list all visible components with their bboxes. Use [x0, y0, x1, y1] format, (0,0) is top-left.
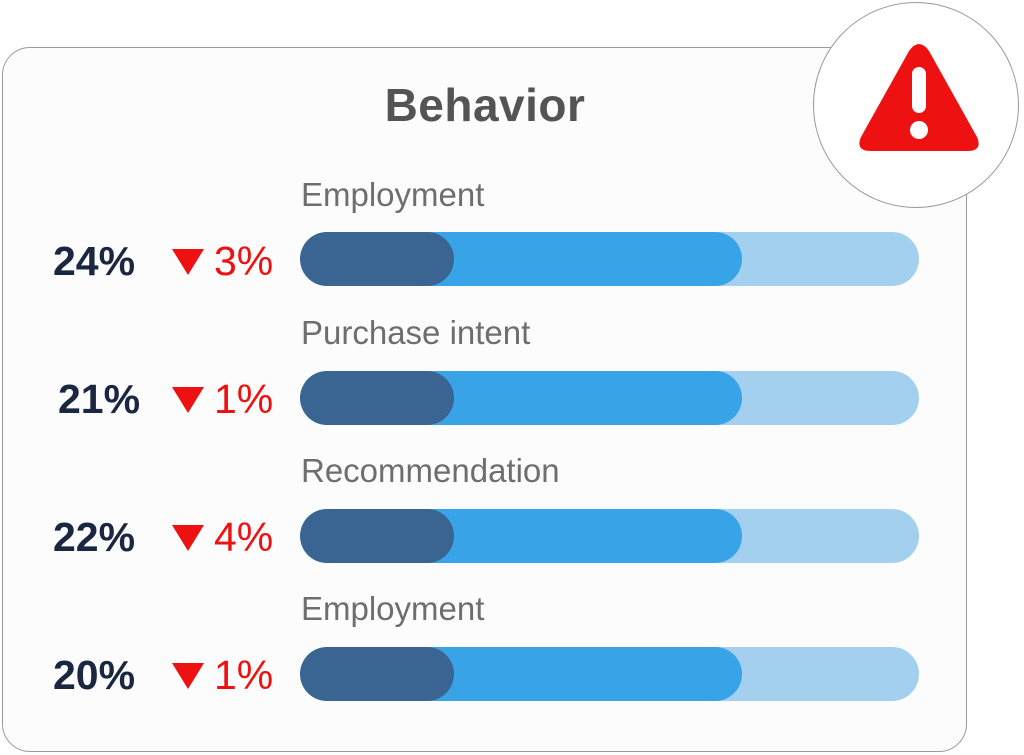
progress-bar-dark-segment: [300, 647, 454, 701]
row-value: 21%: [58, 376, 141, 422]
row-value: 24%: [53, 238, 136, 284]
row-delta: 4%: [172, 514, 273, 561]
progress-bar: [300, 509, 919, 563]
down-arrow-icon: [172, 662, 204, 689]
row-delta: 3%: [172, 238, 273, 285]
row-label-employment: Employment: [301, 590, 485, 627]
row-label-employment: Employment: [301, 176, 485, 213]
down-arrow-icon: [172, 386, 204, 413]
alert-badge: [813, 2, 1019, 208]
row-value: 22%: [53, 514, 136, 560]
progress-bar: [300, 371, 919, 425]
row-delta: 1%: [172, 376, 273, 423]
progress-bar-dark-segment: [300, 509, 454, 563]
down-arrow-icon: [172, 248, 204, 275]
progress-bar: [300, 232, 919, 286]
progress-bar: [300, 647, 919, 701]
progress-bar-dark-segment: [300, 232, 454, 286]
warning-triangle-icon: [859, 44, 979, 151]
card-title: Behavior: [384, 79, 586, 131]
row-label-purchase-intent: Purchase intent: [301, 314, 531, 351]
progress-bar-dark-segment: [300, 371, 454, 425]
row-delta: 1%: [172, 652, 273, 699]
row-label-recommendation: Recommendation: [301, 452, 560, 489]
row-value: 20%: [53, 652, 136, 698]
down-arrow-icon: [172, 524, 204, 551]
